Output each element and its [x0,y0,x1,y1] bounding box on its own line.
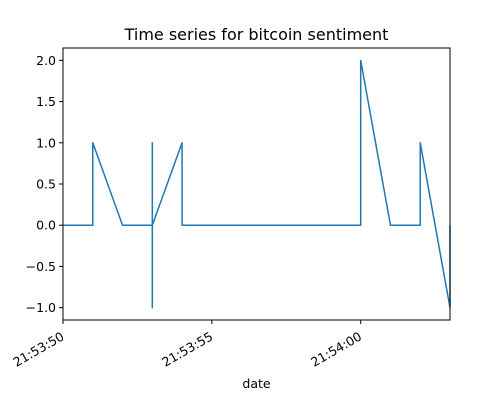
x-axis-label: date [242,376,270,391]
y-tick-label: 2.0 [36,53,56,68]
data-point [92,224,94,226]
x-tick-label: 21:53:50 [10,329,66,370]
data-point [181,142,183,144]
y-tick-label: −1.0 [26,300,56,315]
x-tick-label: 21:53:55 [159,329,215,370]
x-axis-ticks: 21:53:50 21:53:55 21:54:00 [10,320,364,370]
data-point [419,142,421,144]
data-point [152,224,154,226]
y-tick-label: 1.0 [36,135,56,150]
y-tick-label: −0.5 [26,259,56,274]
y-axis-ticks: −1.0 −0.5 0.0 0.5 1.0 1.5 2.0 [26,53,63,315]
data-point [152,142,154,144]
data-point [122,224,124,226]
plot-frame [62,47,451,321]
data-point [360,60,362,62]
data-point [92,142,94,144]
series-line-0 [63,59,451,309]
data-point [419,224,421,226]
chart-title: Time series for bitcoin sentiment [124,25,389,44]
y-tick-label: 1.5 [36,94,56,109]
data-point [360,142,362,144]
plot-series-group [63,59,451,309]
y-tick-label: 0.0 [36,218,56,233]
data-point [181,224,183,226]
x-tick-label: 21:54:00 [308,329,364,370]
y-tick-label: 0.5 [36,177,56,192]
data-point [390,224,392,226]
data-point [152,307,154,309]
data-point [360,224,362,226]
